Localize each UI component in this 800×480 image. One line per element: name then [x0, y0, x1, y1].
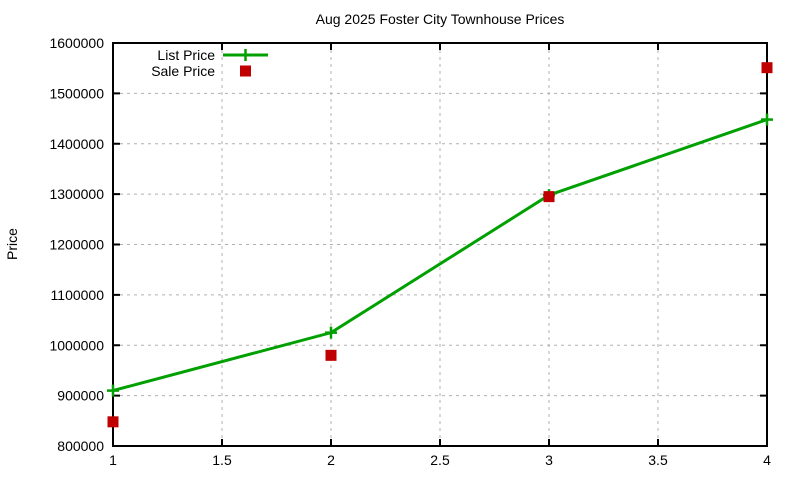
x-tick-label: 3.5 — [648, 452, 668, 468]
legend-label: Sale Price — [151, 63, 215, 79]
sale-price-point — [543, 191, 555, 203]
y-tick-label: 1300000 — [49, 186, 104, 202]
x-tick-label: 3 — [545, 452, 553, 468]
y-tick-label: 800000 — [57, 438, 104, 454]
x-tick-label: 2.5 — [430, 452, 450, 468]
sale-price-point — [325, 349, 337, 361]
chart-title: Aug 2025 Foster City Townhouse Prices — [315, 11, 565, 27]
x-tick-label: 1 — [109, 452, 117, 468]
y-tick-label: 1400000 — [49, 136, 104, 152]
y-tick-label: 1000000 — [49, 337, 104, 353]
x-tick-label: 4 — [763, 452, 771, 468]
x-tick-label: 2 — [327, 452, 335, 468]
y-tick-label: 1500000 — [49, 85, 104, 101]
y-tick-label: 1200000 — [49, 237, 104, 253]
legend-label: List Price — [157, 47, 215, 63]
sale-price-point — [107, 416, 119, 428]
legend-square-marker — [240, 65, 251, 77]
list-price-line — [112, 118, 768, 393]
x-tick-label: 1.5 — [212, 452, 232, 468]
y-tick-label: 1600000 — [49, 35, 104, 51]
y-tick-label: 900000 — [57, 388, 104, 404]
sale-price-point — [761, 62, 773, 74]
y-tick-label: 1100000 — [51, 287, 105, 303]
